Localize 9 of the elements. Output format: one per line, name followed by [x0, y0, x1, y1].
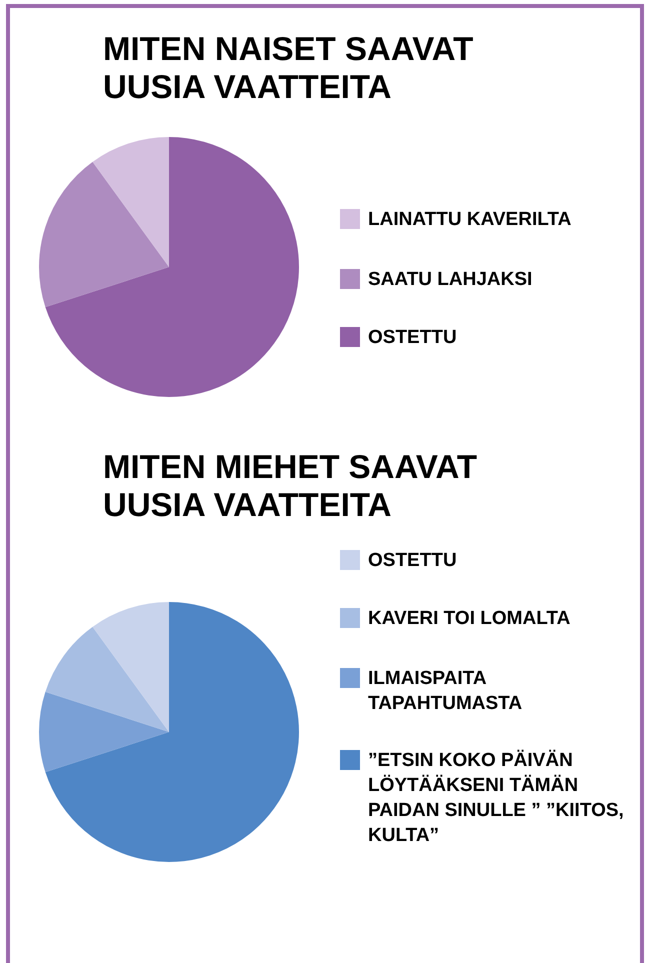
- chart-title: MITEN MIEHET SAAVAT UUSIA VAATTEITA: [103, 448, 478, 524]
- legend-label: OSTETTU: [368, 549, 457, 573]
- legend-label: ILMAISPAITA TAPAHTUMASTA: [368, 667, 524, 716]
- legend-label: SAATU LAHJAKSI: [368, 268, 532, 292]
- legend-label: LAINATTU KAVERILTA: [368, 208, 572, 232]
- chart-title: MITEN NAISET SAAVAT UUSIA VAATTEITA: [103, 30, 474, 106]
- legend-label: ”ETSIN KOKO PÄIVÄN LÖYTÄÄKSENI TÄMÄN PAIDAN SINULLE ” ”KIITOS, KULTA”: [368, 748, 625, 848]
- legend-label: OSTETTU: [368, 326, 457, 350]
- legend-label: KAVERI TOI LOMALTA: [368, 607, 570, 631]
